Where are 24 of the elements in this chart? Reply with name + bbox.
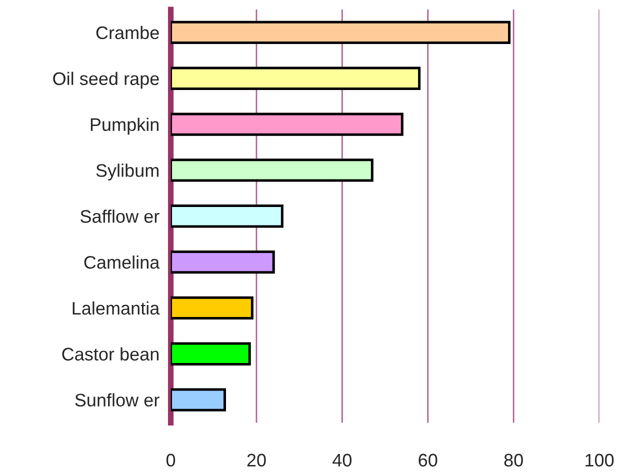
y-tick-label: Pumpkin [90,118,158,135]
bar [170,158,374,182]
x-tick-label: 0 [166,454,176,467]
bar [170,112,404,136]
y-tick-label: Castor bean [62,347,158,361]
bar [170,296,254,320]
y-tick-label: Sylibum [96,164,158,180]
bar [170,20,511,44]
y-tick-label: Sunflow er [75,393,160,407]
bar [170,66,421,90]
y-tick-label: Lalemantia [72,301,160,315]
x-tick-label: 60 [418,454,438,467]
x-tick-label: 80 [504,454,523,467]
x-tick-label: 100 [586,454,614,467]
y-tick-label: Crambe [96,26,159,40]
bar [170,388,226,412]
y-tick-label: Safflow er [80,210,160,223]
x-tick-label: 40 [332,454,352,467]
bar [170,342,251,366]
bar [170,204,284,228]
x-tick-label: 20 [247,454,266,467]
y-tick-label: Camelina [84,256,160,269]
y-tick-label: Oil seed rape [53,72,159,89]
bar [170,250,275,274]
